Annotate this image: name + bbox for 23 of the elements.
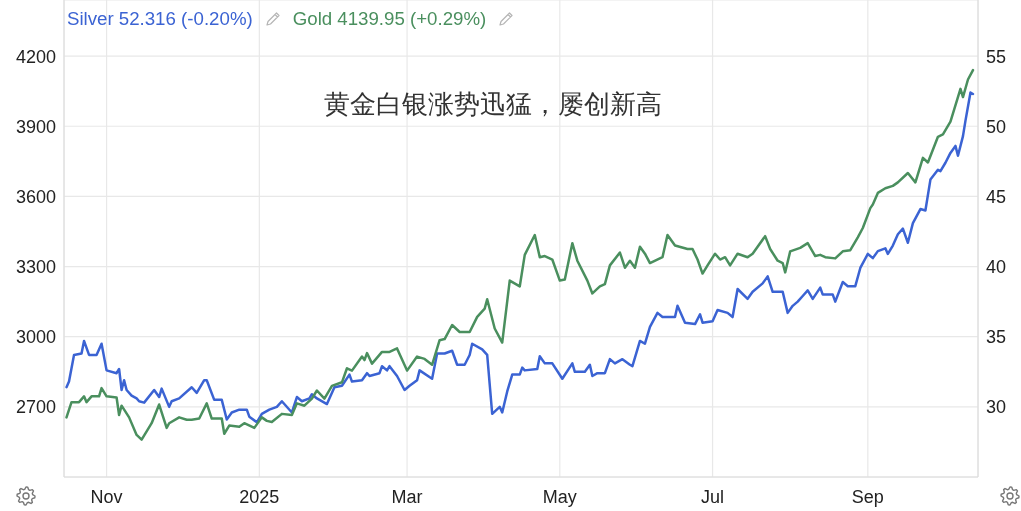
x-tick-label: Jul [701,486,725,507]
y-tick-label: 2700 [15,397,56,418]
y2-tick-label: 50 [986,116,1007,137]
y-tick-label: 3300 [15,256,56,277]
text: Silver [67,8,114,30]
y-tick-label: 3600 [15,186,56,207]
y-tick-label: 3000 [15,327,56,348]
x-tick-label: Sep [851,486,884,507]
y2-tick-label: 40 [986,256,1007,277]
y-tick-label: 3900 [15,116,56,137]
x-tick-label: May [542,486,577,507]
y-tick-label: 4200 [15,46,56,67]
y2-tick-label: 35 [986,327,1007,348]
y2-tick-label: 55 [986,46,1007,67]
text: 黄金白银涨势迅猛，屡创新高 [324,88,662,120]
x-tick-label: 2025 [239,486,280,507]
annotation: 52.316 (-0.20%) [118,8,253,30]
annotation: 4139.95 (+0.29%) [337,8,487,30]
text: Gold [292,8,333,30]
y2-tick-label: 30 [986,397,1007,418]
x-tick-label: Nov [90,486,123,507]
x-tick-label: Mar [391,486,423,507]
y2-tick-label: 45 [986,186,1007,207]
